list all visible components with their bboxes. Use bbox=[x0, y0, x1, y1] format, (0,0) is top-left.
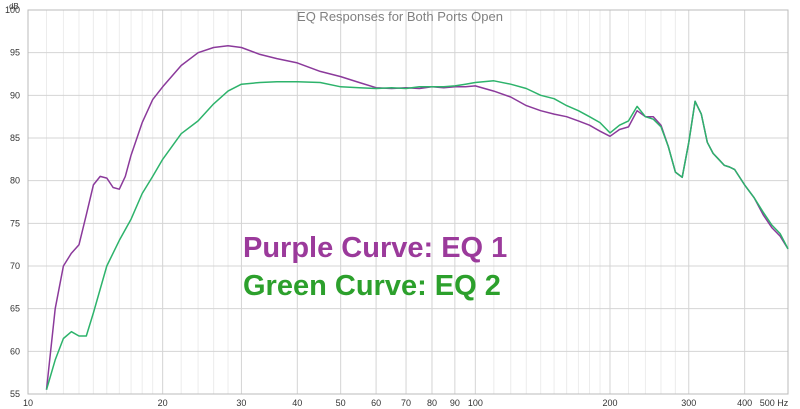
grid-lines bbox=[27, 9, 789, 395]
x-tick-label: 200 bbox=[602, 398, 617, 408]
y-tick-label: 55 bbox=[10, 389, 20, 399]
chart-title: EQ Responses for Both Ports Open bbox=[297, 9, 503, 24]
series-line-2 bbox=[45, 80, 789, 390]
y-axis-unit: dB bbox=[9, 2, 19, 11]
annotation-eq2: Green Curve: EQ 2 bbox=[243, 270, 501, 302]
y-axis-ticks: 55 60 65 70 75 80 85 90 95 100 bbox=[5, 5, 20, 399]
y-tick-label: 60 bbox=[10, 346, 20, 356]
x-tick-label: 500 Hz bbox=[760, 398, 789, 408]
y-tick-label: 65 bbox=[10, 304, 20, 314]
annotation-eq1: Purple Curve: EQ 1 bbox=[243, 232, 507, 264]
y-tick-label: 90 bbox=[10, 90, 20, 100]
x-tick-label: 60 bbox=[371, 398, 381, 408]
y-tick-label: 100 bbox=[5, 5, 20, 15]
x-tick-label: 10 bbox=[23, 398, 33, 408]
series-group bbox=[45, 45, 789, 390]
x-axis-ticks: 10 20 30 40 50 60 70 80 90 100 200 300 400 500 Hz bbox=[23, 398, 789, 408]
x-tick-label: 300 bbox=[681, 398, 696, 408]
x-tick-label: 100 bbox=[468, 398, 483, 408]
x-tick-label: 80 bbox=[427, 398, 437, 408]
x-tick-label: 90 bbox=[450, 398, 460, 408]
y-tick-label: 95 bbox=[10, 48, 20, 58]
x-tick-label: 70 bbox=[401, 398, 411, 408]
y-tick-label: 75 bbox=[10, 218, 20, 228]
y-tick-label: 80 bbox=[10, 176, 20, 186]
plot-frame bbox=[27, 9, 789, 395]
y-tick-label: 70 bbox=[10, 261, 20, 271]
y-tick-label: 85 bbox=[10, 133, 20, 143]
x-tick-label: 20 bbox=[158, 398, 168, 408]
x-tick-label: 30 bbox=[236, 398, 246, 408]
x-tick-label: 400 bbox=[737, 398, 752, 408]
x-tick-label: 40 bbox=[292, 398, 302, 408]
x-tick-label: 50 bbox=[336, 398, 346, 408]
